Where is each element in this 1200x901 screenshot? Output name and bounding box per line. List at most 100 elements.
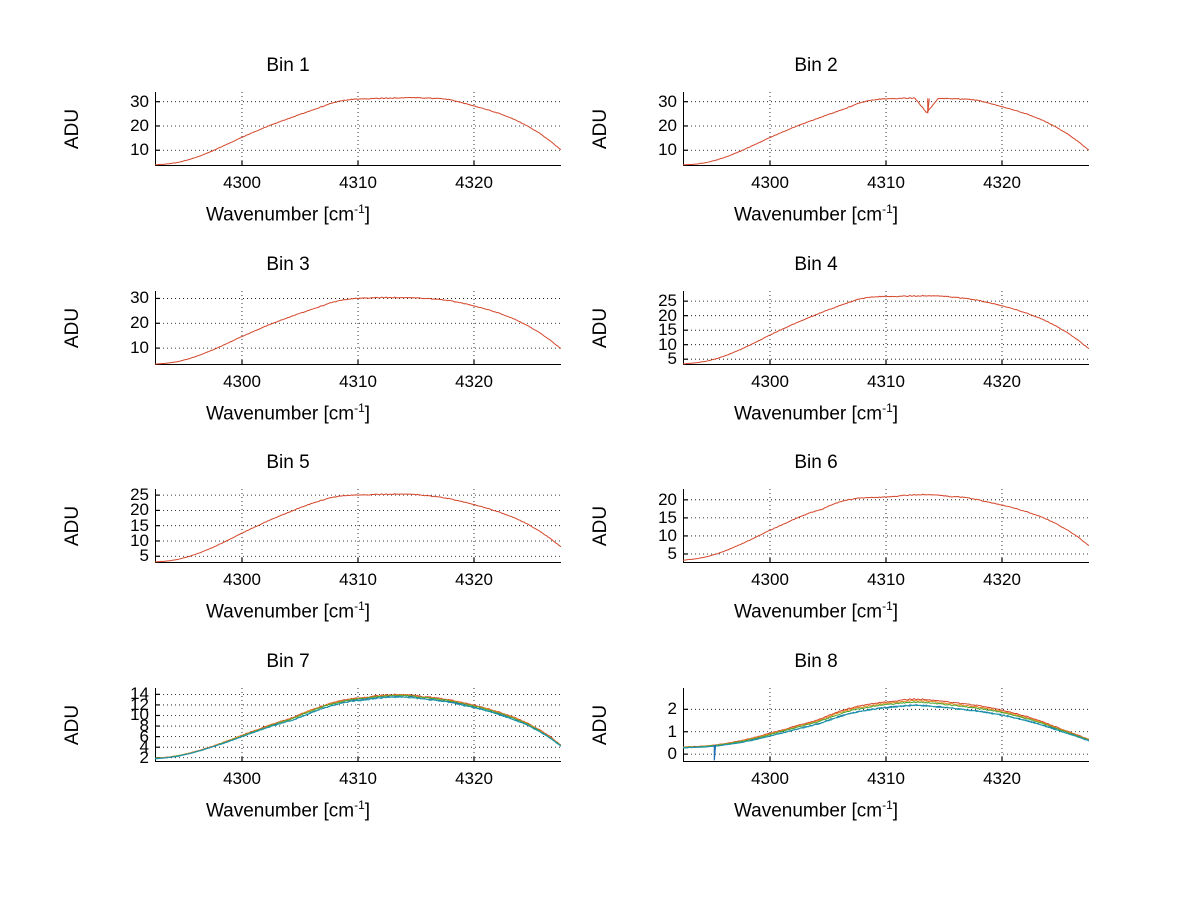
plot-lines [683,291,1089,365]
x-tick-label: 4310 [339,769,377,788]
x-tick-label: 4310 [867,173,905,192]
y-tick-label: 10 [130,530,149,550]
x-tick-label: 4300 [223,372,261,391]
y-tick-label: 30 [130,91,149,111]
subplot-title: Bin 4 [794,254,838,275]
x-tick-label: 4320 [983,173,1021,192]
y-tick-label: 20 [658,115,677,135]
y-tick-label: 10 [130,705,149,725]
x-tick-label: 4310 [339,570,377,589]
x-axis-label: Wavenumber [cm-1] [5,202,571,226]
plot-lines [683,92,1089,166]
x-axis-label-exponent: -1 [882,202,893,216]
y-tick-label: 14 [130,684,149,704]
y-tick-label: 25 [130,485,149,505]
x-tick-label: 4320 [455,372,493,391]
subplot-title: Bin 5 [266,452,310,473]
y-tick-label: 1 [667,721,677,741]
x-axis-label-suffix: ] [892,800,899,822]
y-axis-label: ADU [590,704,611,746]
x-tick-label: 4300 [751,372,789,391]
x-axis-label-prefix: Wavenumber [cm [733,204,883,226]
x-tick-label: 4310 [867,769,905,788]
y-tick-label: 6 [139,726,149,746]
series-line [155,96,561,166]
y-tick-label: 12 [130,694,149,714]
x-axis-label-prefix: Wavenumber [cm [205,601,355,623]
x-tick-label: 4310 [339,372,377,391]
y-tick-label: 10 [658,140,677,160]
x-axis-label-exponent: -1 [882,798,893,812]
y-tick-label: 20 [130,313,149,333]
x-axis-label: Wavenumber [cm-1] [533,798,1099,822]
x-axis-label: Wavenumber [cm-1] [5,798,571,822]
x-axis-label-exponent: -1 [354,599,365,613]
subplot-title: Bin 8 [794,651,838,672]
plot-axes [683,489,1089,563]
series-line [155,695,561,760]
subplot-title: Bin 2 [794,55,838,76]
y-tick-label: 20 [130,115,149,135]
x-tick-label: 4310 [339,173,377,192]
y-tick-label: 25 [658,291,677,311]
x-axis-label-suffix: ] [892,204,899,226]
subplot-bin-2: Bin 2 10 20 30 4300 4310 4320 ADU Wavenumber [cm… [533,55,1099,236]
y-axis-label: ADU [62,108,83,150]
y-tick-label: 5 [667,349,677,369]
x-axis-label-suffix: ] [892,403,899,425]
x-tick-label: 4300 [223,769,261,788]
y-tick-label: 15 [658,507,677,527]
y-tick-label: 20 [130,500,149,520]
x-tick-label: 4310 [867,372,905,391]
x-axis-label-exponent: -1 [354,202,365,216]
y-tick-label: 20 [658,489,677,509]
x-tick-label: 4320 [983,769,1021,788]
subplot-bin-4: Bin 4 5 10 15 20 25 4300 4310 4320 ADU Wavenumber … [533,254,1099,435]
x-axis-label-suffix: ] [364,601,371,623]
x-tick-label: 4300 [223,173,261,192]
x-axis-label-prefix: Wavenumber [cm [733,601,883,623]
x-tick-label: 4310 [867,570,905,589]
plot-lines [683,688,1089,762]
x-tick-label: 4320 [983,570,1021,589]
y-tick-label: 30 [130,288,149,308]
y-tick-label: 10 [130,140,149,160]
series-line [155,696,561,760]
y-tick-label: 10 [130,338,149,358]
y-axis-label: ADU [590,108,611,150]
x-axis-label-exponent: -1 [882,599,893,613]
y-tick-label: 15 [658,320,677,340]
y-axis-label: ADU [62,505,83,547]
y-axis-label: ADU [62,307,83,349]
subplot-bin-5: Bin 5 5 10 15 20 25 4300 4310 4320 ADU Wavenumber … [5,452,571,633]
x-axis-label-suffix: ] [364,403,371,425]
series-line [683,294,1089,365]
plot-axes [683,92,1089,166]
x-axis-label: Wavenumber [cm-1] [5,599,571,623]
x-axis-label-suffix: ] [364,204,371,226]
x-axis-label-exponent: -1 [354,401,365,415]
subplot-bin-3: Bin 3 10 20 30 4300 4310 4320 ADU Wavenumber [cm… [5,254,571,435]
plot-axes [155,291,561,365]
x-axis-label-suffix: ] [892,601,899,623]
x-axis-label-exponent: -1 [882,401,893,415]
negative-spike [713,744,717,761]
subplot-bin-1: Bin 1 10 20 30 4300 4310 4320 ADU Wavenumber [cm… [5,55,571,236]
y-tick-label: 4 [139,737,149,757]
plot-lines [155,489,561,563]
x-axis-label: Wavenumber [cm-1] [533,202,1099,226]
subplot-bin-8: Bin 8 0 1 2 4300 4310 4320 ADU Wavenumber [cm-1] [533,651,1099,832]
series-line [683,493,1089,561]
plot-axes [155,92,561,166]
subplot-bin-6: Bin 6 5 10 15 20 4300 4310 4320 ADU Wavenumber [c… [533,452,1099,633]
x-axis-label-exponent: -1 [354,798,365,812]
series-line [155,296,561,365]
subplot-title: Bin 6 [794,452,838,473]
plot-lines [155,688,561,762]
plot-lines [683,489,1089,563]
x-tick-label: 4320 [983,372,1021,391]
plot-axes [683,688,1089,762]
series-line [683,701,1089,749]
x-axis-label-prefix: Wavenumber [cm [205,204,355,226]
